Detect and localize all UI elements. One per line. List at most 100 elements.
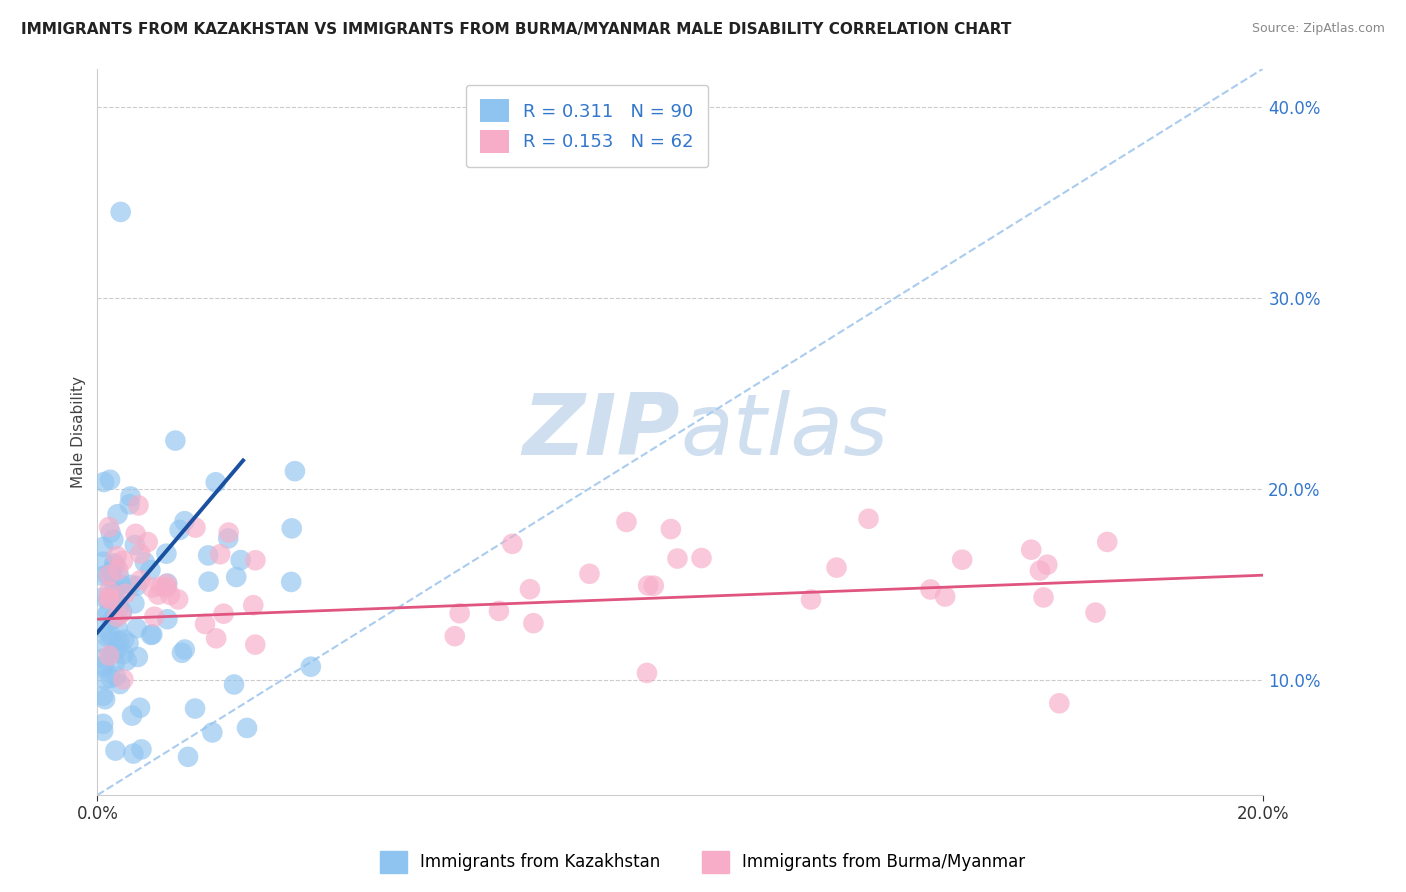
Point [107,508,129,522]
Point [103,584,125,599]
Point [149,580,172,594]
Point [143,609,166,624]
Point [120,490,142,504]
Point [127,650,149,665]
Point [245,553,267,567]
Point [100,565,122,579]
Point [636,665,658,680]
Point [97,605,120,619]
Point [91,689,114,703]
Point [112,647,135,661]
Point [107,622,129,636]
Point [659,522,682,536]
Point [110,205,132,219]
Point [98,473,121,487]
Point [825,560,848,574]
Point [122,747,145,761]
Point [94,692,117,706]
Point [934,590,956,604]
Point [194,617,217,632]
Point [245,638,267,652]
Point [93,657,115,672]
Point [236,721,259,735]
Point [156,612,179,626]
Point [91,540,114,554]
Point [112,632,135,647]
Text: Source: ZipAtlas.com: Source: ZipAtlas.com [1251,22,1385,36]
Point [110,578,132,592]
Point [91,723,114,738]
Point [98,648,121,663]
Point [177,749,200,764]
Point [105,549,128,563]
Point [159,588,181,602]
Text: ZIP: ZIP [523,391,681,474]
Point [124,596,146,610]
Point [284,464,307,478]
Point [690,551,713,566]
Point [103,557,125,571]
Point [105,583,128,598]
Point [637,578,659,592]
Point [173,514,195,528]
Point [108,634,131,648]
Point [217,532,239,546]
Point [139,563,162,577]
Point [229,553,252,567]
Point [146,588,169,602]
Point [1084,606,1107,620]
Point [104,669,127,683]
Point [98,520,121,534]
Point [104,743,127,757]
Point [103,533,125,547]
Point [129,573,152,587]
Point [666,551,689,566]
Point [91,555,114,569]
Point [134,555,156,569]
Point [443,629,465,643]
Point [218,525,240,540]
Point [91,716,114,731]
Point [281,521,304,535]
Point [1019,542,1042,557]
Point [108,569,131,583]
Point [96,639,118,653]
Point [129,546,152,560]
Point [101,646,124,660]
Legend: Immigrants from Kazakhstan, Immigrants from Burma/Myanmar: Immigrants from Kazakhstan, Immigrants f… [374,845,1032,880]
Point [131,742,153,756]
Point [98,592,121,607]
Point [1097,535,1119,549]
Point [197,549,219,563]
Point [101,612,124,626]
Point [104,610,127,624]
Point [173,642,195,657]
Point [98,568,121,582]
Point [165,434,187,448]
Text: IMMIGRANTS FROM KAZAKHSTAN VS IMMIGRANTS FROM BURMA/MYANMAR MALE DISABILITY CORR: IMMIGRANTS FROM KAZAKHSTAN VS IMMIGRANTS… [21,22,1011,37]
Point [96,607,118,622]
Point [112,673,135,687]
Point [105,641,128,656]
Point [201,725,224,739]
Point [1036,558,1059,572]
Point [108,599,131,614]
Point [100,628,122,642]
Point [91,661,114,675]
Point [205,632,228,646]
Point [643,579,665,593]
Point [114,587,136,601]
Point [108,677,131,691]
Point [197,574,219,589]
Point [94,673,117,687]
Point [858,512,880,526]
Point [184,520,207,534]
Point [124,526,146,541]
Point [104,594,127,608]
Point [155,547,177,561]
Point [156,577,179,591]
Point [209,547,232,561]
Point [156,581,179,595]
Point [1047,696,1070,710]
Point [141,581,163,595]
